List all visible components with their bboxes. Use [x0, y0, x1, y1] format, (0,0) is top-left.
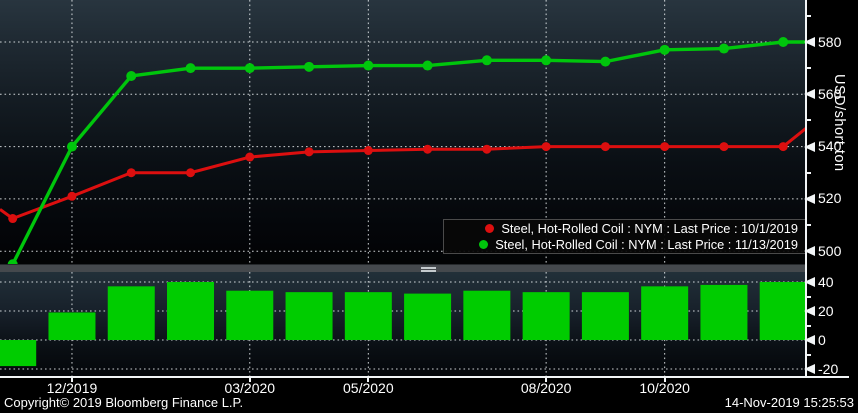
data-point-marker [778, 37, 789, 47]
panel-divider [0, 264, 807, 272]
y-axis-title: USD/short ton [831, 74, 847, 172]
y-tick-label: 0 [818, 331, 826, 348]
copyright-text: Copyright© 2019 Bloomberg Finance L.P. [4, 395, 244, 410]
spread-bar [522, 292, 570, 340]
data-point-marker [304, 61, 315, 72]
legend-label-oct: Steel, Hot-Rolled Coil : NYM : Last Pric… [501, 221, 798, 236]
data-point-marker [719, 142, 729, 152]
spread-bar [107, 286, 155, 340]
y-tick-label: -20 [818, 360, 839, 377]
spread-bar [48, 312, 96, 340]
data-point-marker [659, 44, 670, 55]
footer-bar: Copyright© 2019 Bloomberg Finance L.P. 1… [0, 392, 858, 413]
spread-bar [0, 340, 37, 367]
red-series-bullet-icon [485, 224, 495, 233]
data-point-marker [660, 142, 670, 152]
data-point-marker [245, 152, 255, 162]
data-point-marker [600, 142, 610, 152]
data-point-marker [126, 168, 136, 178]
data-point-marker [422, 60, 433, 71]
spread-bar [344, 292, 392, 340]
y-tick-label: 20 [818, 302, 834, 319]
main-legend: Steel, Hot-Rolled Coil : NYM : Last Pric… [443, 219, 807, 254]
x-axis-line [0, 376, 849, 378]
data-point-marker [185, 63, 196, 74]
spread-bar [463, 290, 511, 340]
data-point-marker [718, 43, 729, 54]
data-point-marker [67, 191, 77, 201]
data-point-marker [363, 60, 374, 71]
y-tick-label: 40 [818, 273, 834, 290]
legend-item-nov-curve[interactable]: Steel, Hot-Rolled Coil : NYM : Last Pric… [444, 237, 798, 252]
data-point-marker [304, 147, 314, 157]
data-point-marker [126, 70, 137, 81]
spread-panel[interactable]: Steel, Hot-Rolled Coil : 11/13/2019 - St… [0, 272, 807, 377]
y-tick-label: 580 [818, 33, 842, 50]
data-point-marker [8, 214, 18, 224]
data-point-marker [66, 141, 77, 152]
spread-bar [285, 292, 333, 340]
data-point-marker [186, 168, 196, 178]
data-point-marker [363, 146, 373, 156]
data-point-marker [600, 56, 611, 67]
data-point-marker [482, 144, 492, 154]
timestamp-text: 14-Nov-2019 15:25:53 [724, 395, 854, 410]
spread-bar [167, 282, 215, 340]
y-tick-label: 520 [818, 190, 842, 207]
spread-bar [700, 284, 748, 340]
green-series-bullet-icon [479, 240, 489, 249]
spread-bar [226, 290, 274, 340]
panel-divider-handle[interactable] [421, 267, 436, 269]
legend-label-nov: Steel, Hot-Rolled Coil : NYM : Last Pric… [495, 237, 798, 252]
y-tick-label: 500 [818, 242, 842, 259]
spread-bar [404, 293, 452, 340]
y-axis-line [805, 0, 807, 377]
data-point-marker [541, 142, 551, 152]
spread-bar [641, 286, 689, 340]
spread-bar-chart [0, 272, 807, 377]
price-line [0, 127, 807, 221]
main-price-panel[interactable]: Steel, Hot-Rolled Coil : NYM : Last Pric… [0, 0, 807, 270]
data-point-marker [244, 63, 255, 74]
data-point-marker [778, 142, 788, 152]
legend-item-oct-curve[interactable]: Steel, Hot-Rolled Coil : NYM : Last Pric… [444, 221, 798, 236]
data-point-marker [481, 55, 492, 66]
spread-bar [581, 292, 629, 340]
data-point-marker [423, 144, 433, 154]
data-point-marker [541, 55, 552, 66]
spread-bar [759, 282, 807, 340]
